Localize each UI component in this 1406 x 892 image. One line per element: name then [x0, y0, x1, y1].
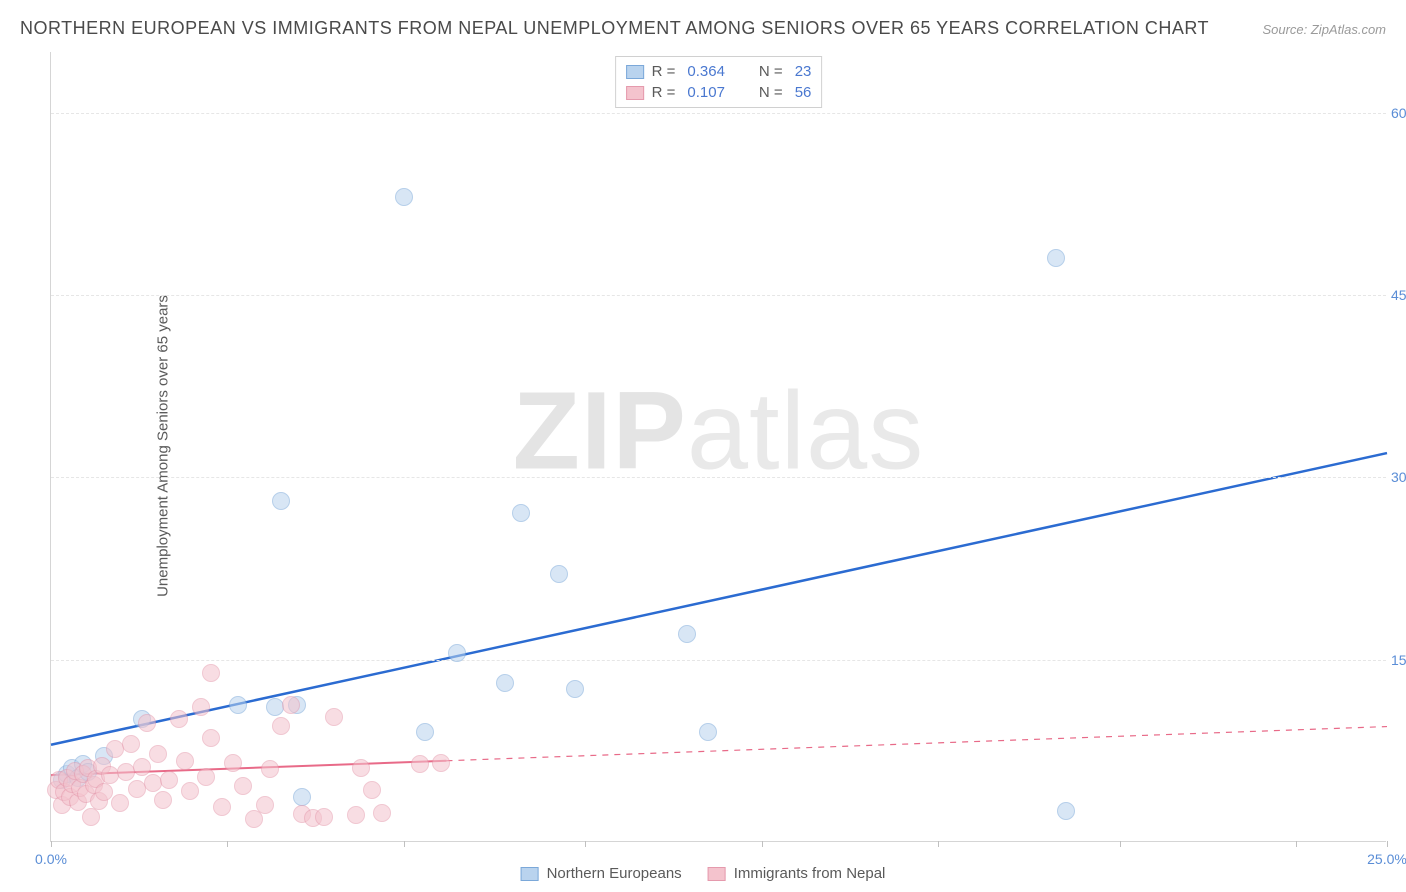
gridline: [51, 660, 1386, 661]
data-point-northern_europeans: [272, 492, 290, 510]
data-point-northern_europeans: [496, 674, 514, 692]
x-tick: [1296, 841, 1297, 847]
data-point-immigrants_nepal: [347, 806, 365, 824]
legend-n-value: 56: [795, 84, 812, 101]
data-point-immigrants_nepal: [122, 735, 140, 753]
x-tick: [762, 841, 763, 847]
data-point-immigrants_nepal: [170, 710, 188, 728]
data-point-northern_europeans: [1047, 249, 1065, 267]
data-point-immigrants_nepal: [154, 791, 172, 809]
data-point-northern_europeans: [512, 504, 530, 522]
chart-title: NORTHERN EUROPEAN VS IMMIGRANTS FROM NEP…: [20, 18, 1209, 39]
data-point-immigrants_nepal: [432, 754, 450, 772]
data-point-immigrants_nepal: [138, 714, 156, 732]
x-tick: [585, 841, 586, 847]
legend-swatch: [521, 867, 539, 881]
data-point-immigrants_nepal: [111, 794, 129, 812]
data-point-immigrants_nepal: [325, 708, 343, 726]
data-point-northern_europeans: [566, 680, 584, 698]
legend-label: Immigrants from Nepal: [734, 865, 886, 882]
data-point-northern_europeans: [1057, 802, 1075, 820]
x-tick: [51, 841, 52, 847]
data-point-immigrants_nepal: [282, 696, 300, 714]
legend-item: Northern Europeans: [521, 865, 682, 882]
legend-r-value: 0.364: [687, 63, 725, 80]
y-tick-label: 15.0%: [1391, 652, 1406, 668]
data-point-immigrants_nepal: [95, 783, 113, 801]
data-point-immigrants_nepal: [373, 804, 391, 822]
legend-swatch: [626, 86, 644, 100]
data-point-northern_europeans: [293, 788, 311, 806]
legend-swatch: [708, 867, 726, 881]
x-tick: [1120, 841, 1121, 847]
data-point-immigrants_nepal: [363, 781, 381, 799]
data-point-immigrants_nepal: [411, 755, 429, 773]
data-point-immigrants_nepal: [144, 774, 162, 792]
gridline: [51, 477, 1386, 478]
trend-lines-layer: [51, 52, 1386, 841]
legend-row: R = 0.107 N = 56: [626, 82, 812, 103]
data-point-immigrants_nepal: [192, 698, 210, 716]
data-point-immigrants_nepal: [272, 717, 290, 735]
x-tick: [938, 841, 939, 847]
data-point-northern_europeans: [416, 723, 434, 741]
data-point-northern_europeans: [699, 723, 717, 741]
legend-n-label: N =: [759, 84, 783, 101]
legend-n-label: N =: [759, 63, 783, 80]
legend-n-value: 23: [795, 63, 812, 80]
data-point-immigrants_nepal: [133, 758, 151, 776]
data-point-immigrants_nepal: [160, 771, 178, 789]
legend-r-value: 0.107: [687, 84, 725, 101]
x-tick: [404, 841, 405, 847]
data-point-immigrants_nepal: [176, 752, 194, 770]
legend-row: R = 0.364 N = 23: [626, 61, 812, 82]
data-point-immigrants_nepal: [181, 782, 199, 800]
data-point-immigrants_nepal: [315, 808, 333, 826]
data-point-immigrants_nepal: [224, 754, 242, 772]
data-point-immigrants_nepal: [202, 664, 220, 682]
x-tick-label: 25.0%: [1367, 851, 1406, 867]
trend-line: [51, 453, 1387, 745]
legend-r-label: R =: [652, 84, 676, 101]
data-point-immigrants_nepal: [213, 798, 231, 816]
data-point-immigrants_nepal: [149, 745, 167, 763]
plot-area: ZIPatlas R =0.364N =23R =0.107N =56 15.0…: [50, 52, 1386, 842]
data-point-immigrants_nepal: [352, 759, 370, 777]
data-point-immigrants_nepal: [197, 768, 215, 786]
data-point-northern_europeans: [550, 565, 568, 583]
legend-r-label: R =: [652, 63, 676, 80]
legend-correlation: R = 0.364 N = 23 R = 0.107 N = 56: [615, 56, 823, 108]
data-point-immigrants_nepal: [202, 729, 220, 747]
legend-series: Northern Europeans Immigrants from Nepal: [521, 865, 886, 882]
data-point-immigrants_nepal: [234, 777, 252, 795]
x-tick: [1387, 841, 1388, 847]
data-point-immigrants_nepal: [256, 796, 274, 814]
x-tick-label: 0.0%: [35, 851, 67, 867]
data-point-northern_europeans: [395, 188, 413, 206]
y-tick-label: 30.0%: [1391, 469, 1406, 485]
y-tick-label: 45.0%: [1391, 287, 1406, 303]
data-point-northern_europeans: [448, 644, 466, 662]
data-point-immigrants_nepal: [261, 760, 279, 778]
y-tick-label: 60.0%: [1391, 105, 1406, 121]
x-tick: [227, 841, 228, 847]
gridline: [51, 113, 1386, 114]
gridline: [51, 295, 1386, 296]
source-label: Source: ZipAtlas.com: [1262, 22, 1386, 37]
legend-label: Northern Europeans: [547, 865, 682, 882]
data-point-immigrants_nepal: [82, 808, 100, 826]
legend-swatch: [626, 65, 644, 79]
data-point-northern_europeans: [266, 698, 284, 716]
data-point-northern_europeans: [678, 625, 696, 643]
trend-line: [446, 727, 1387, 761]
legend-item: Immigrants from Nepal: [708, 865, 886, 882]
data-point-northern_europeans: [229, 696, 247, 714]
